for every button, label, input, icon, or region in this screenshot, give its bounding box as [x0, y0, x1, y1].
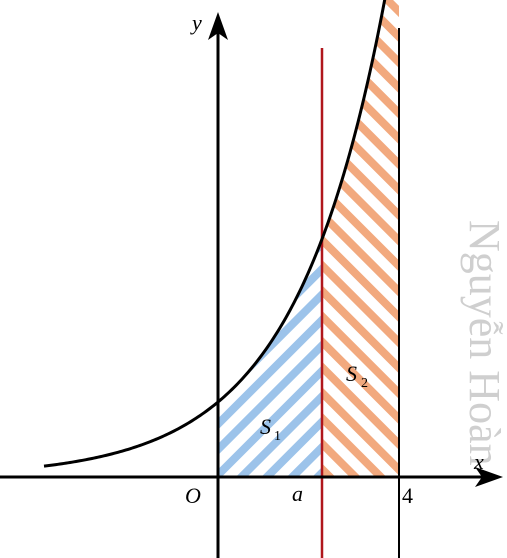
s1-label: S 1	[260, 414, 281, 444]
x-axis-arrow	[475, 467, 503, 487]
watermark-text: Nguyễn Hoàn	[460, 220, 507, 466]
s2-label: S 2	[346, 361, 368, 391]
region-s1-hatch	[218, 239, 322, 477]
x-axis-label: x	[473, 449, 484, 474]
s1-subscript: 1	[274, 429, 281, 444]
four-tick-label: 4	[402, 483, 413, 508]
a-tick-label: a	[292, 481, 303, 506]
exponential-curve	[43, 0, 387, 468]
s2-subscript: 2	[361, 376, 368, 391]
origin-label: O	[185, 483, 201, 508]
region-s2-hatch	[322, 0, 399, 477]
y-axis-arrow	[208, 12, 228, 40]
s2-main-label: S	[346, 361, 357, 386]
y-axis-label: y	[190, 10, 202, 35]
s1-main-label: S	[260, 414, 271, 439]
